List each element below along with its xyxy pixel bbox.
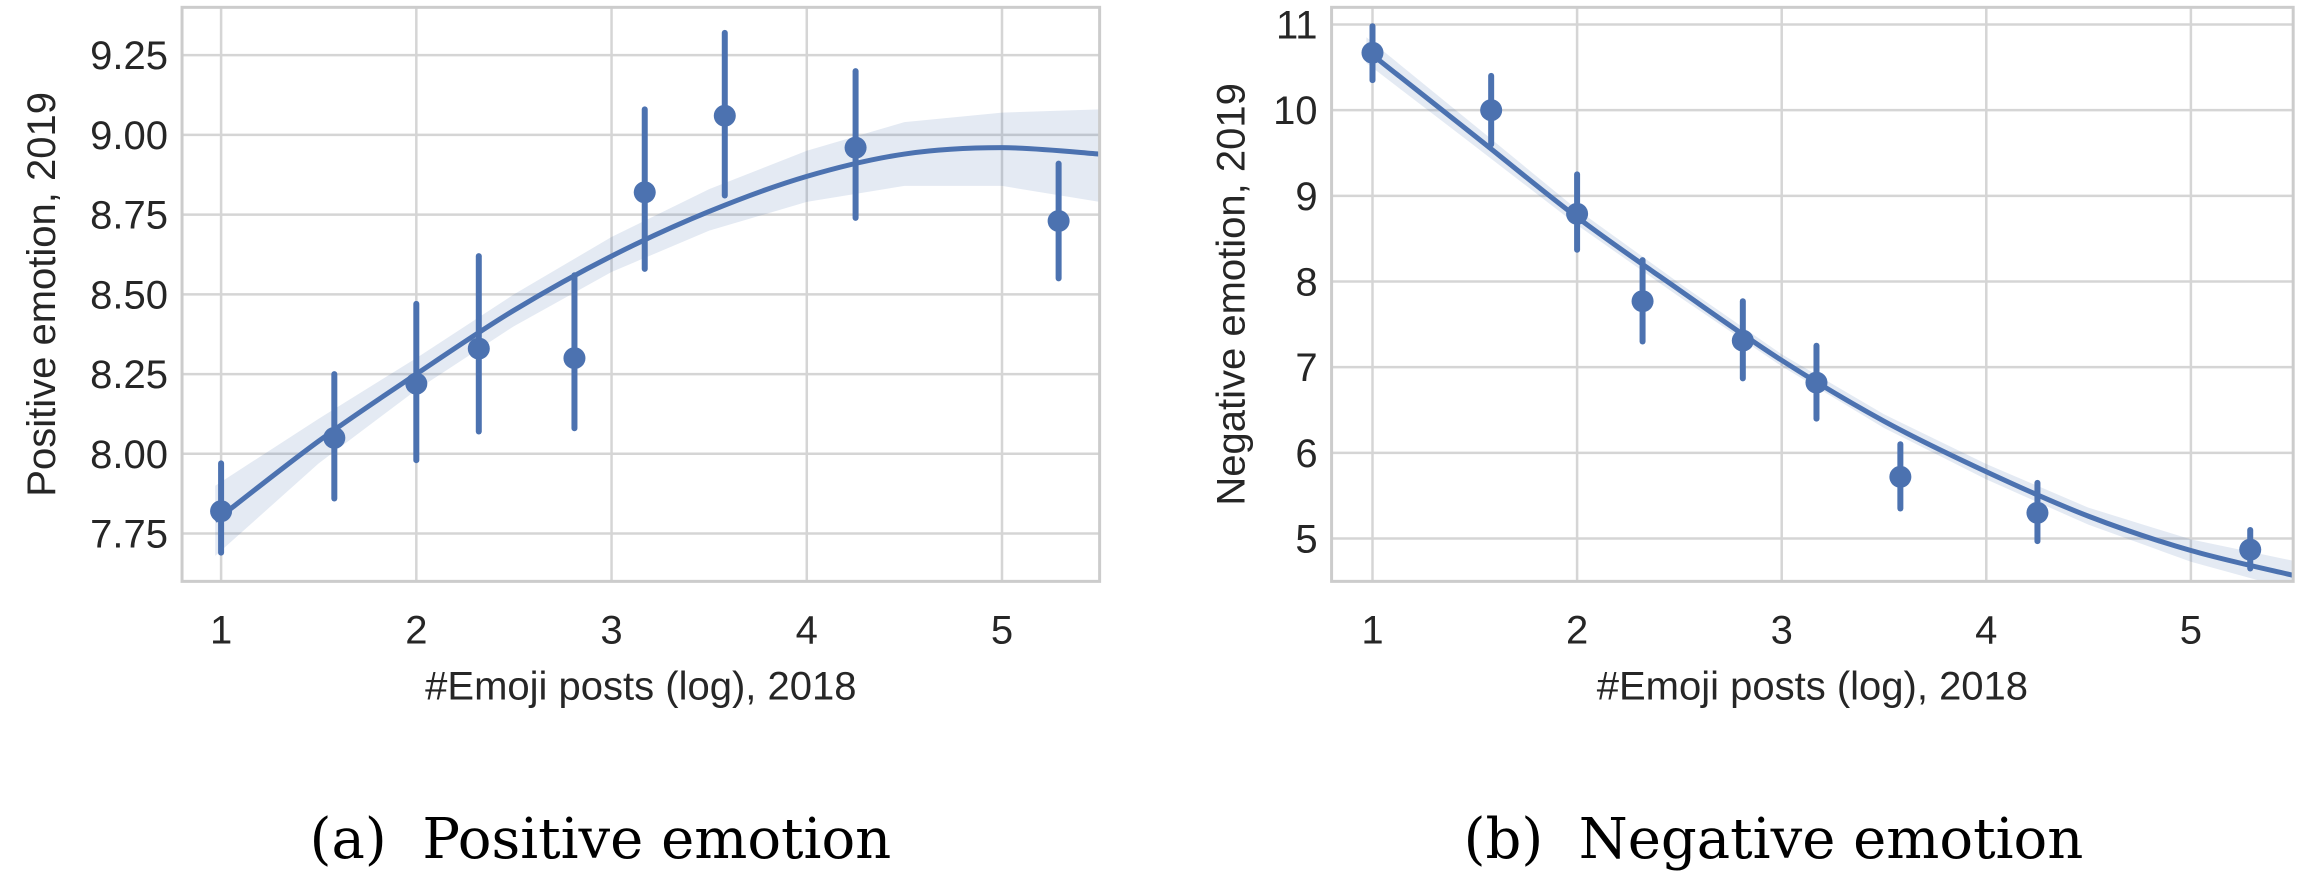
y-tick-label: 10 — [1273, 89, 1318, 133]
data-point — [633, 106, 656, 272]
point-marker — [1480, 99, 1503, 122]
regression-line — [213, 145, 1100, 523]
y-tick-label: 9.00 — [90, 114, 168, 158]
point-marker — [1731, 329, 1754, 352]
point-marker — [633, 181, 656, 204]
x-tick-label: 1 — [210, 608, 232, 652]
data-point — [1480, 72, 1503, 148]
data-point — [323, 371, 346, 502]
axes-frame — [1330, 5, 2295, 583]
fit-ci-band — [215, 109, 1100, 556]
plot-frame — [180, 5, 1102, 583]
panel-negative-emotion: 1 2 3 4 5 5 6 7 8 9 10 11 #Emoji posts (log), 2018… — [1209, 3, 2295, 872]
x-axis-label: #Emoji posts (log), 2018 — [1597, 664, 2028, 708]
data-point — [563, 272, 586, 432]
grid — [1331, 7, 2294, 582]
point-marker — [1047, 210, 1070, 233]
point-marker — [210, 500, 233, 523]
data-point — [1631, 257, 1654, 345]
point-marker — [1889, 465, 1912, 488]
point-marker — [1805, 371, 1828, 394]
y-tick-label: 8 — [1295, 261, 1317, 305]
data-point — [713, 29, 736, 199]
x-tick-label: 3 — [600, 608, 622, 652]
y-tick-label: 8.25 — [90, 353, 168, 397]
x-tick-labels: 1 2 3 4 5 — [210, 608, 1013, 652]
y-axis-label: Positive emotion, 2019 — [20, 92, 64, 497]
plot-frame — [1330, 5, 2295, 583]
data-point — [1889, 441, 1912, 512]
fit-ci-band — [1366, 37, 2294, 582]
panel-positive-emotion: 1 2 3 4 5 7.75 8.00 8.25 8.50 8.75 9.00 9.25 #Emoj… — [20, 5, 1102, 872]
x-tick-label: 5 — [991, 608, 1013, 652]
data-points — [210, 29, 1070, 556]
y-tick-label: 6 — [1295, 432, 1317, 476]
y-tick-label: 8.50 — [90, 273, 168, 317]
x-tick-label: 2 — [405, 608, 427, 652]
data-point — [405, 300, 428, 464]
point-marker — [1566, 202, 1589, 225]
panel-caption: (b) Negative emotion — [1464, 807, 2084, 872]
y-tick-labels: 5 6 7 8 9 10 11 — [1273, 3, 1318, 561]
data-point — [2026, 479, 2049, 545]
panel-caption: (a) Positive emotion — [310, 807, 892, 872]
y-tick-label: 8.75 — [90, 194, 168, 238]
fit-line — [1364, 48, 2294, 578]
ci-band — [215, 109, 1100, 556]
axes-frame — [180, 5, 1102, 583]
point-marker — [323, 426, 346, 449]
point-marker — [405, 372, 428, 395]
data-point — [467, 253, 490, 435]
point-marker — [713, 104, 736, 127]
x-tick-label: 5 — [2180, 608, 2202, 652]
x-tick-label: 3 — [1771, 608, 1793, 652]
grid — [182, 7, 1100, 582]
x-tick-labels: 1 2 3 4 5 — [1361, 608, 2202, 652]
y-axis-label: Negative emotion, 2019 — [1209, 83, 1253, 506]
x-tick-label: 2 — [1566, 608, 1588, 652]
point-marker — [467, 337, 490, 360]
y-tick-label: 8.00 — [90, 433, 168, 477]
point-marker — [1631, 290, 1654, 313]
data-point — [844, 68, 867, 221]
point-marker — [2026, 501, 2049, 524]
data-point — [210, 460, 233, 556]
data-points — [1361, 23, 2262, 572]
data-point — [1731, 298, 1754, 382]
ci-band — [1366, 37, 2294, 582]
regression-line — [1364, 48, 2294, 578]
point-marker — [2239, 538, 2262, 561]
point-marker — [844, 136, 867, 159]
y-tick-label: 7.75 — [90, 513, 168, 557]
y-tick-label: 11 — [1276, 3, 1318, 47]
y-tick-label: 5 — [1295, 518, 1317, 562]
y-tick-label: 7 — [1295, 346, 1317, 390]
point-marker — [1361, 41, 1384, 64]
x-axis-label: #Emoji posts (log), 2018 — [425, 664, 856, 708]
data-point — [2239, 526, 2262, 572]
fit-line — [213, 145, 1100, 523]
x-tick-label: 4 — [796, 608, 818, 652]
x-tick-label: 1 — [1361, 608, 1383, 652]
point-marker — [563, 347, 586, 370]
y-tick-label: 9 — [1295, 175, 1317, 219]
y-tick-label: 9.25 — [90, 34, 168, 78]
data-point — [1047, 160, 1070, 282]
y-tick-labels: 7.75 8.00 8.25 8.50 8.75 9.00 9.25 — [90, 34, 168, 556]
data-point — [1361, 23, 1384, 84]
data-point — [1566, 171, 1589, 253]
data-point — [1805, 342, 1828, 422]
x-tick-label: 4 — [1975, 608, 1997, 652]
